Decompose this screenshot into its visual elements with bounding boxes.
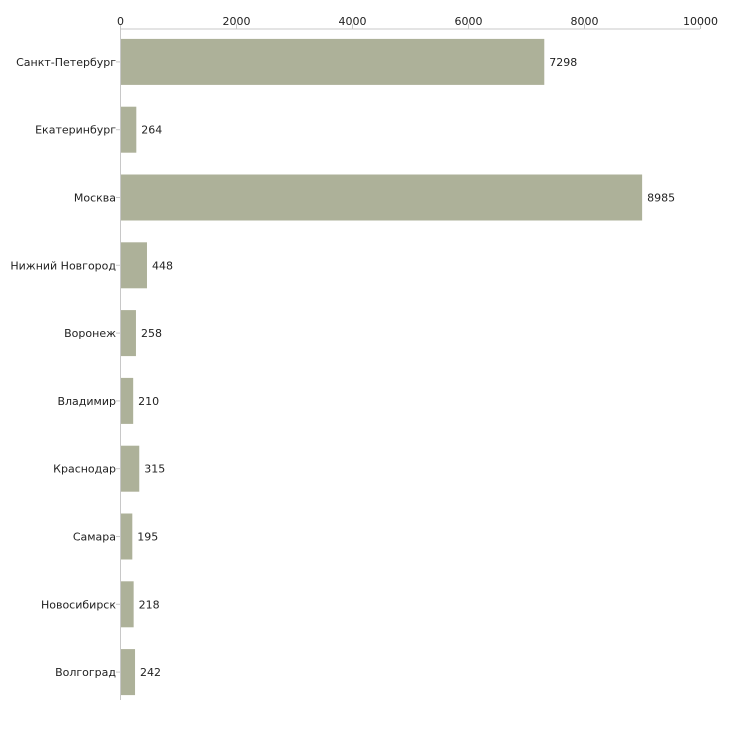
x-tick-label: 6000 xyxy=(455,15,483,28)
category-label: Екатеринбург xyxy=(35,124,116,137)
bar xyxy=(121,513,133,560)
x-tick-label: 8000 xyxy=(571,15,599,28)
category-label: Владимир xyxy=(57,395,116,408)
bar xyxy=(121,377,134,424)
category-label: Санкт-Петербург xyxy=(16,56,116,69)
category-label: Москва xyxy=(74,192,116,205)
value-label: 218 xyxy=(139,598,160,611)
category-label: Воронеж xyxy=(64,327,116,340)
bar xyxy=(121,649,136,696)
value-label: 242 xyxy=(140,666,161,679)
value-label: 7298 xyxy=(549,56,577,69)
category-label: Краснодар xyxy=(53,463,116,476)
value-label: 195 xyxy=(137,531,158,544)
bar xyxy=(121,106,137,153)
category-label: Новосибирск xyxy=(41,598,116,611)
value-label: 264 xyxy=(141,124,162,137)
bar xyxy=(121,310,136,357)
x-tick-label: 10000 xyxy=(683,15,718,28)
bar xyxy=(121,445,140,492)
x-tick-label: 4000 xyxy=(339,15,367,28)
bar xyxy=(121,38,545,85)
value-label: 448 xyxy=(152,259,173,272)
category-label: Нижний Новгород xyxy=(10,259,116,272)
value-label: 258 xyxy=(141,327,162,340)
x-tick-label: 2000 xyxy=(223,15,251,28)
value-label: 210 xyxy=(138,395,159,408)
value-label: 8985 xyxy=(647,192,675,205)
category-label: Самара xyxy=(73,531,116,544)
bar xyxy=(121,581,134,628)
x-tick-label: 0 xyxy=(117,15,124,28)
bar xyxy=(121,174,643,221)
value-label: 315 xyxy=(144,463,165,476)
category-label: Волгоград xyxy=(55,666,116,679)
bar xyxy=(121,242,147,289)
